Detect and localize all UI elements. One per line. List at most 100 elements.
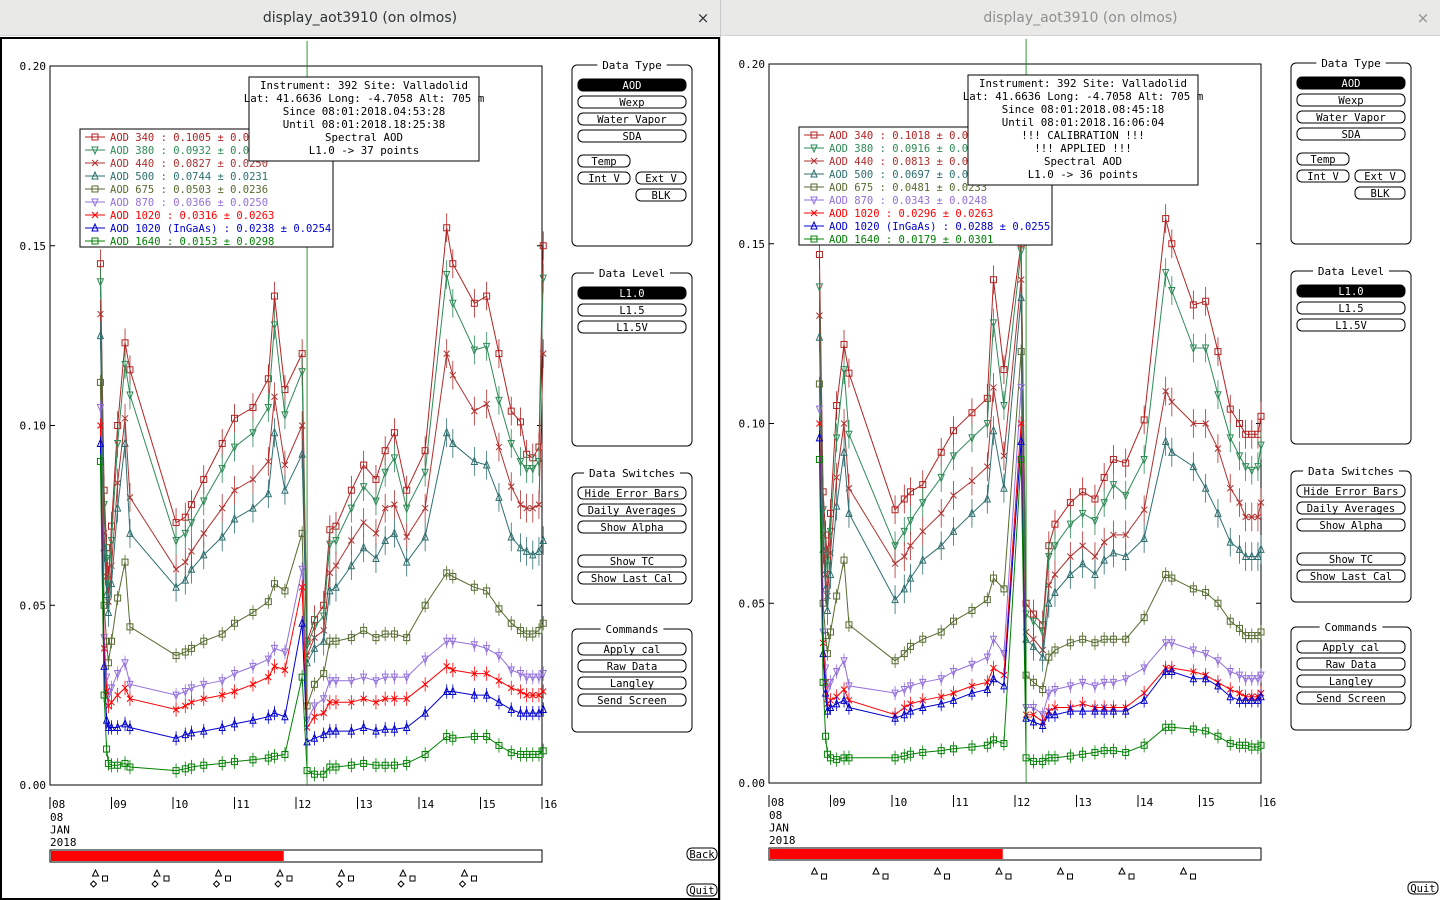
button-label: Daily Averages [1307,503,1396,515]
data-point [1051,587,1059,596]
data-point [231,619,238,627]
daily-averages-button[interactable]: Daily Averages [577,503,687,517]
data-type-aod-button[interactable]: AOD [1296,76,1406,90]
title-bar[interactable]: display_aot3910 (on olmos) × [0,0,720,36]
close-icon[interactable]: × [696,9,710,27]
data-type-blk-button[interactable]: BLK [1354,186,1406,200]
data-point [919,748,927,756]
data-point [1079,488,1087,496]
data-point [1029,704,1038,713]
data-point [539,688,547,695]
data-point [1168,446,1176,456]
data-point [187,564,196,573]
data-type-temp-button[interactable]: Temp [577,154,631,168]
data-point [326,569,334,577]
show-tc-button[interactable]: Show TC [1296,552,1406,566]
data-point [949,526,958,535]
data-point [319,635,328,645]
data-type-blk-button[interactable]: BLK [635,188,687,202]
data-point [900,686,909,695]
data-level-l1-5v-button[interactable]: L1.5V [1296,318,1406,332]
data-point [1078,558,1087,568]
data-point [1241,695,1250,704]
show-last-cal-button[interactable]: Show Last Cal [1296,569,1406,583]
data-point [815,432,824,442]
hide-error-bars-button[interactable]: Hide Error Bars [1296,484,1406,498]
data-type-aod-button[interactable]: AOD [577,78,687,92]
langley-button[interactable]: Langley [1296,674,1406,688]
data-point [891,657,899,665]
show-alpha-button[interactable]: Show Alpha [1296,518,1406,532]
send-screen-button[interactable]: Send Screen [1296,691,1406,705]
data-point [347,504,356,514]
data-type-wexp-button[interactable]: Wexp [1296,93,1406,107]
data-level-l1-0-button[interactable]: L1.0 [1296,284,1406,298]
data-type-ext-v-button[interactable]: Ext V [635,171,687,185]
data-type-ext-v-button[interactable]: Ext V [1354,169,1406,183]
langley-button[interactable]: Langley [577,676,687,690]
title-bar[interactable]: display_aot3910 (on olmos) × [721,0,1440,36]
data-point [218,465,226,474]
data-level-l1-5-button[interactable]: L1.5 [1296,301,1406,315]
show-alpha-button[interactable]: Show Alpha [577,520,687,534]
x-tick-label: 11 [237,798,250,811]
data-point [114,594,122,602]
data-type-wexp-button[interactable]: Wexp [577,95,687,109]
daily-averages-button[interactable]: Daily Averages [1296,501,1406,515]
data-point [298,350,306,358]
data-point [495,350,503,358]
data-point [937,473,945,483]
data-point [1248,513,1256,521]
apply-cal-button[interactable]: Apply cal [577,642,687,656]
data-point [187,644,195,652]
data-point [529,504,537,512]
data-point [1066,520,1075,530]
send-screen-button[interactable]: Send Screen [577,693,687,707]
close-icon[interactable]: × [1416,9,1430,27]
aod-plot-area: 0.00 0.05 0.10 0.15 0.20 08 09 10 11 12 13 14 15 16 08… [739,39,1439,895]
raw-data-button[interactable]: Raw Data [577,659,687,673]
hide-error-bars-button[interactable]: Hide Error Bars [577,486,687,500]
quit-button[interactable]: Quit [1407,881,1439,895]
data-level-l1-5v-button[interactable]: L1.5V [577,320,687,334]
data-type-int-v-button[interactable]: Int V [1296,169,1350,183]
raw-data-button[interactable]: Raw Data [1296,657,1406,671]
data-type-sda-button[interactable]: SDA [577,129,687,143]
window-title: display_aot3910 (on olmos) [262,10,458,26]
data-point [1045,597,1053,607]
data-point [1066,499,1074,507]
data-point [968,477,976,485]
data-point [1241,551,1250,561]
x-date-label: 2018 [50,836,77,849]
data-point [347,486,355,494]
data-type-water-vapor-button[interactable]: Water Vapor [1296,110,1406,124]
data-point [121,718,129,728]
data-point [199,725,208,735]
x-tick-label: 10 [894,796,907,809]
apply-cal-button[interactable]: Apply cal [1296,640,1406,654]
data-type-temp-button[interactable]: Temp [1296,152,1350,166]
legend-entry: AOD 380 : 0.0932 ± 0.0 [110,145,249,157]
data-point [470,456,479,465]
data-point [1109,705,1118,715]
data-point [402,504,411,514]
data-point [523,504,530,512]
data-point [442,637,451,647]
show-last-cal-button[interactable]: Show Last Cal [577,571,687,585]
button-label: Back [689,849,715,861]
show-tc-button[interactable]: Show TC [577,554,687,568]
data-level-l1-5-button[interactable]: L1.5 [577,303,687,317]
quit-button[interactable]: Quit [686,883,718,897]
data-type-int-v-button[interactable]: Int V [577,171,631,185]
data-point [1110,531,1117,539]
data-type-sda-button[interactable]: SDA [1296,127,1406,141]
data-level-l1-0-button[interactable]: L1.0 [577,286,687,300]
data-point [516,626,524,634]
data-point [989,673,998,683]
square-icon [821,873,827,880]
button-label: Apply cal [604,644,661,656]
data-point [1121,551,1130,561]
data-type-water-vapor-button[interactable]: Water Vapor [577,112,687,126]
back-button[interactable]: Back [686,847,718,861]
